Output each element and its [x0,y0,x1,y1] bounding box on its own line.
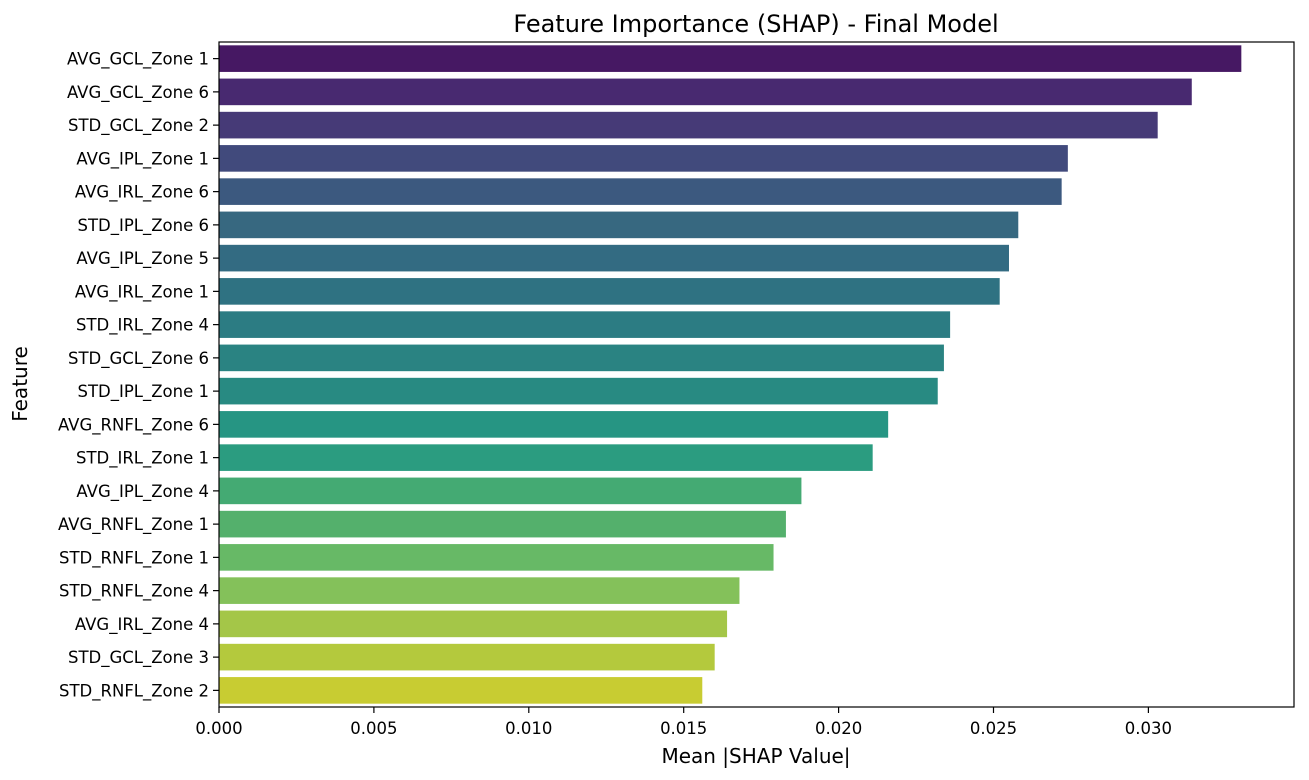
x-tick-label: 0.000 [195,719,242,738]
bars-group [219,45,1242,704]
y-tick-label: STD_RNFL_Zone 4 [59,582,209,602]
x-tick-label: 0.030 [1125,719,1172,738]
bar-std-rnfl-zone-2 [219,677,703,704]
bar-avg-gcl-zone-1 [219,45,1242,72]
bar-std-rnfl-zone-4 [219,577,740,604]
bar-std-rnfl-zone-1 [219,544,774,571]
bar-std-ipl-zone-6 [219,211,1019,239]
x-axis-label: Mean |SHAP Value| [661,744,850,768]
bar-avg-rnfl-zone-1 [219,510,786,538]
y-tick-label: AVG_RNFL_Zone 6 [58,415,209,435]
y-tick-label: AVG_GCL_Zone 1 [67,50,209,70]
y-tick-label: AVG_GCL_Zone 6 [67,83,209,103]
y-tick-label: STD_IPL_Zone 6 [77,216,209,236]
bar-avg-gcl-zone-6 [219,78,1192,106]
x-tick-label: 0.020 [815,719,862,738]
x-tick-label: 0.015 [660,719,707,738]
bar-std-ipl-zone-1 [219,377,938,405]
x-tick-label: 0.010 [505,719,552,738]
y-tick-label: AVG_IPL_Zone 1 [76,149,209,169]
y-tick-label: AVG_IPL_Zone 5 [76,249,209,269]
y-tick-label: STD_GCL_Zone 2 [68,116,209,136]
bar-avg-irl-zone-1 [219,278,1000,305]
bar-std-irl-zone-4 [219,311,951,338]
y-tick-label: AVG_IRL_Zone 1 [75,282,209,302]
y-tick-label: AVG_IRL_Zone 6 [75,183,209,203]
y-tick-label: STD_GCL_Zone 6 [68,349,209,369]
y-tick-label: STD_IPL_Zone 1 [77,382,209,402]
bar-avg-ipl-zone-4 [219,477,802,505]
y-tick-label: STD_RNFL_Zone 2 [59,681,209,701]
y-tick-label: STD_RNFL_Zone 1 [59,548,209,568]
y-tick-label: STD_GCL_Zone 3 [68,648,209,668]
bar-avg-ipl-zone-1 [219,145,1068,172]
bar-std-gcl-zone-3 [219,643,715,671]
chart-title: Feature Importance (SHAP) - Final Model [513,10,998,38]
bar-std-gcl-zone-2 [219,111,1158,139]
bar-avg-ipl-zone-5 [219,244,1009,272]
bar-std-irl-zone-1 [219,444,873,471]
x-tick-label: 0.005 [350,719,397,738]
x-tick-label: 0.025 [970,719,1017,738]
y-tick-label: AVG_IRL_Zone 4 [75,615,209,635]
y-tick-label: AVG_IPL_Zone 4 [76,482,209,502]
bar-std-gcl-zone-6 [219,344,944,372]
x-ticks-group: 0.000 0.005 0.010 0.015 0.020 0.025 0.030 [195,707,1172,738]
y-tick-label: STD_IRL_Zone 1 [76,449,209,469]
bar-avg-irl-zone-4 [219,610,728,638]
y-tick-label: AVG_RNFL_Zone 1 [58,515,209,535]
y-tick-label: STD_IRL_Zone 4 [76,316,209,336]
y-axis-label: Feature [8,346,32,422]
bar-avg-irl-zone-6 [219,178,1062,205]
bar-avg-rnfl-zone-6 [219,411,889,438]
y-ticks-group: AVG_GCL_Zone 1 AVG_GCL_Zone 6 STD_GCL_Zone… [58,50,219,701]
plot-frame [218,41,1295,708]
